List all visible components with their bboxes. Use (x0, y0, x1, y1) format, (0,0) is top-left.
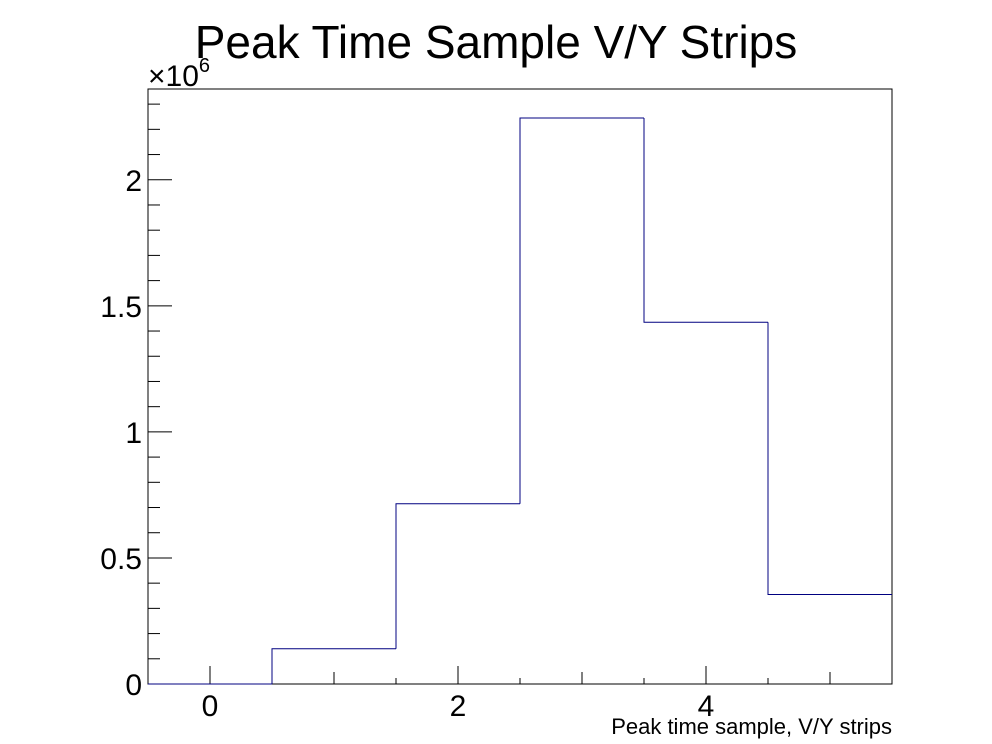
histogram-bin (395, 503, 520, 649)
chart-title: Peak Time Sample V/Y Strips (195, 16, 798, 68)
axes: 0 0.5 1 1.5 2 0 2 4 (100, 88, 893, 723)
histogram-bin (767, 322, 892, 595)
y-multiplier-exponent: 6 (199, 55, 210, 77)
histogram-marks (148, 117, 892, 685)
x-tick-label: 4 (698, 690, 715, 723)
y-tick-label: 0.5 (100, 543, 142, 576)
y-tick-label: 0 (125, 669, 142, 702)
x-tick-label: 0 (202, 690, 219, 723)
y-multiplier: ×106 (148, 55, 210, 93)
x-tick-label: 2 (450, 690, 467, 723)
histogram-bin (271, 648, 396, 684)
histogram-bin (643, 117, 768, 323)
y-tick-label: 2 (125, 165, 142, 198)
y-tick-label: 1.5 (100, 291, 142, 324)
y-tick-label: 1 (125, 417, 142, 450)
x-axis-title: Peak time sample, V/Y strips (611, 714, 892, 739)
y-multiplier-base: ×10 (148, 60, 199, 93)
histogram-bin (519, 117, 644, 504)
